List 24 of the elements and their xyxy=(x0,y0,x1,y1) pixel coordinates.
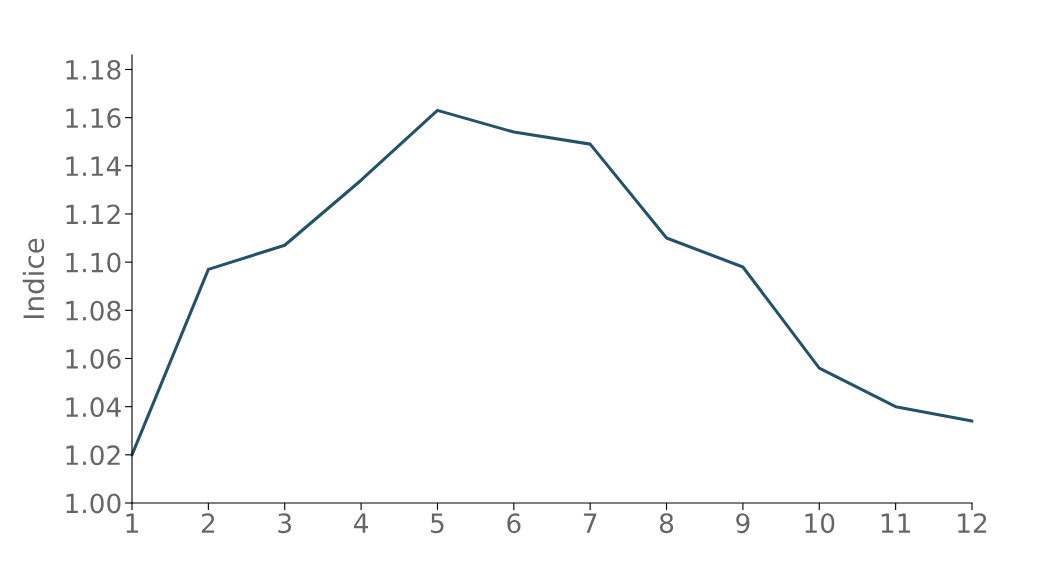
y-tick-label: 1.06 xyxy=(66,348,121,369)
x-tick-label: 7 xyxy=(583,513,597,533)
y-tick-label: 1.18 xyxy=(66,59,121,80)
y-tick-label: 1.00 xyxy=(66,493,121,514)
x-tick-label: 9 xyxy=(736,513,750,534)
x-tick-label: 2 xyxy=(201,513,215,533)
y-tick-label: 1.16 xyxy=(66,108,121,129)
x-tick-label: 10 xyxy=(805,513,835,534)
y-tick-label: 1.12 xyxy=(66,204,120,224)
x-tick-label: 11 xyxy=(881,513,910,533)
x-tick-label: 3 xyxy=(278,513,292,534)
y-tick-label: 1.02 xyxy=(66,445,120,466)
x-tick-label: 6 xyxy=(507,513,521,534)
y-tick-label: 1.14 xyxy=(66,156,121,176)
x-tick-label: 5 xyxy=(431,513,444,534)
x-tick-label: 4 xyxy=(353,513,369,533)
y-tick-label: 1.08 xyxy=(66,300,121,321)
y-tick-label: 1.04 xyxy=(66,397,121,418)
x-tick-label: 8 xyxy=(659,513,674,534)
x-tick-label: 1 xyxy=(126,513,138,533)
x-tick-label: 12 xyxy=(958,513,987,533)
line-series xyxy=(130,108,974,457)
y-axis-title: Indice xyxy=(22,238,45,319)
y-tick-label: 1.10 xyxy=(66,252,121,273)
